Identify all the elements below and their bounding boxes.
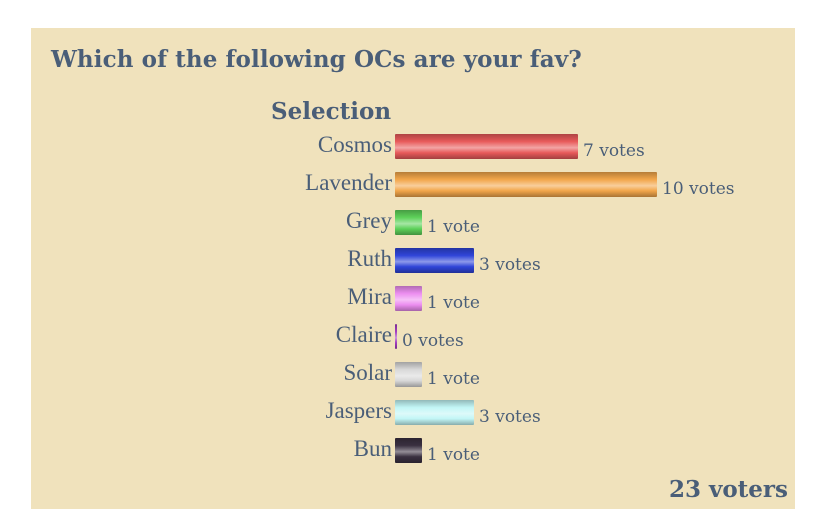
- vote-count-label: 10 votes: [662, 179, 735, 199]
- option-label: Grey: [346, 208, 392, 233]
- option-label: Lavender: [305, 170, 392, 195]
- vote-bar: [395, 286, 422, 311]
- vote-count-label: 1 vote: [427, 293, 480, 313]
- poll-row: Bun 1 vote: [31, 434, 795, 465]
- vote-bar: [395, 172, 657, 197]
- option-label: Claire: [335, 322, 392, 347]
- poll-panel: Which of the following OCs are your fav?…: [31, 28, 795, 509]
- vote-bar: [395, 324, 397, 349]
- selection-header: Selection: [271, 98, 392, 125]
- option-label: Bun: [353, 436, 392, 461]
- vote-bar: [395, 400, 474, 425]
- poll-row: Ruth 3 votes: [31, 244, 795, 275]
- poll-row: Mira 1 vote: [31, 282, 795, 313]
- vote-count-label: 1 vote: [427, 445, 480, 465]
- vote-bar: [395, 362, 422, 387]
- vote-count-label: 3 votes: [479, 407, 541, 427]
- vote-count-label: 1 vote: [427, 217, 480, 237]
- option-label: Ruth: [347, 246, 392, 271]
- vote-bar: [395, 438, 422, 463]
- vote-count-label: 7 votes: [583, 141, 645, 161]
- vote-bar: [395, 248, 474, 273]
- vote-bar: [395, 210, 422, 235]
- option-label: Jaspers: [325, 398, 392, 423]
- poll-row: Jaspers 3 votes: [31, 396, 795, 427]
- poll-row: Cosmos 7 votes: [31, 130, 795, 161]
- vote-bar: [395, 134, 578, 159]
- vote-count-label: 1 vote: [427, 369, 480, 389]
- voters-count: 23 voters: [668, 476, 788, 503]
- poll-row: Lavender 10 votes: [31, 168, 795, 199]
- option-label: Cosmos: [317, 132, 392, 157]
- poll-title: Which of the following OCs are your fav?: [51, 46, 582, 73]
- poll-row: Claire 0 votes: [31, 320, 795, 351]
- option-label: Solar: [343, 360, 392, 385]
- poll-row: Solar 1 vote: [31, 358, 795, 389]
- vote-count-label: 0 votes: [402, 331, 464, 351]
- poll-row: Grey 1 vote: [31, 206, 795, 237]
- option-label: Mira: [347, 284, 392, 309]
- vote-count-label: 3 votes: [479, 255, 541, 275]
